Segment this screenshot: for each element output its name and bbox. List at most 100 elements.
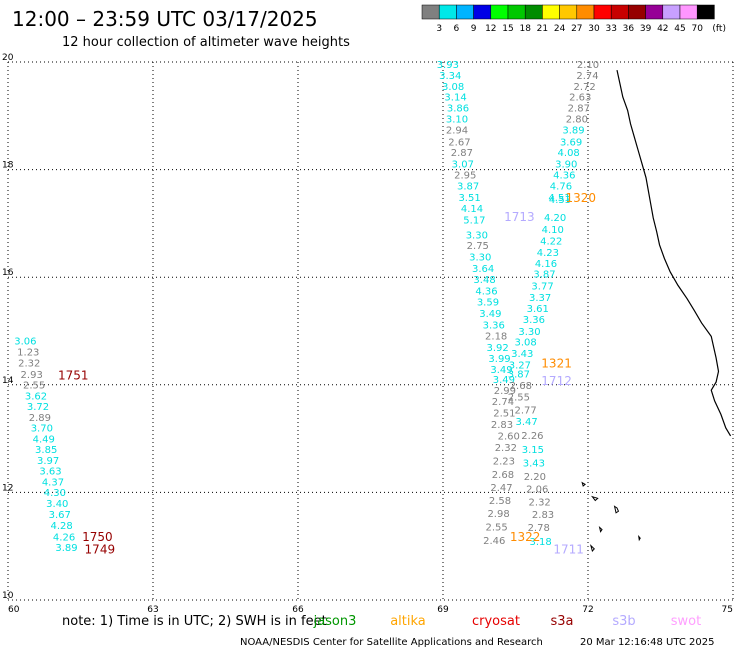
wave-height-value: 4.37 (42, 477, 64, 488)
y-tick-label: 14 (2, 376, 14, 386)
colorbar-label: 21 (537, 24, 548, 34)
x-tick-label: 66 (292, 605, 304, 615)
colorbar-swatch (559, 4, 578, 20)
colorbar-swatch (524, 4, 543, 20)
y-tick-label: 10 (2, 591, 14, 601)
wave-height-value: 3.15 (522, 445, 544, 456)
wave-height-value: 3.36 (523, 315, 545, 326)
wave-height-value: 2.89 (29, 413, 51, 424)
wave-height-value: 2.93 (21, 370, 43, 381)
colorbar-label: 3 (436, 24, 442, 34)
axis-ticks: 60 63 66 69 72 75 10 12 14 16 18 20 (2, 53, 733, 615)
x-tick-label: 75 (722, 605, 733, 615)
x-tick-label: 72 (582, 605, 593, 615)
colorbar-swatch (662, 4, 681, 20)
wave-height-value: 3.87 (533, 270, 555, 281)
y-tick-label: 12 (2, 483, 13, 493)
wave-height-value: 2.10 (577, 60, 599, 71)
wave-height-value: 3.70 (31, 424, 53, 435)
wave-height-value: 3.14 (444, 93, 466, 104)
legend-entry-s3b: s3b (612, 614, 635, 629)
wave-height-value: 3.89 (55, 543, 77, 554)
colorbar-swatch (542, 4, 560, 20)
wave-height-value: 4.23 (537, 248, 559, 259)
wave-height-value: 3.77 (531, 282, 553, 293)
wave-height-value: 3.92 (486, 343, 508, 354)
wave-height-value: 3.37 (529, 293, 551, 304)
island (589, 544, 595, 553)
y-tick-label: 16 (2, 268, 14, 278)
wave-height-value: 3.72 (27, 402, 49, 413)
wave-height-value: 2.83 (491, 420, 513, 431)
wave-height-value: 2.77 (515, 405, 537, 416)
wave-height-value: 4.14 (461, 204, 483, 215)
wave-height-value: 2.55 (508, 392, 530, 403)
wave-height-value: 3.48 (473, 275, 495, 286)
colorbar-label: 45 (674, 24, 685, 34)
wave-height-value: 2.55 (486, 523, 508, 534)
coastline-path (616, 69, 732, 437)
wave-height-value: 4.76 (550, 182, 572, 193)
footer-timestamp: 20 Mar 12:16:48 UTC 2025 (580, 637, 715, 648)
wave-height-value: 2.60 (498, 432, 520, 443)
wave-height-value: 3.59 (477, 298, 499, 309)
wave-height-value: 2.87 (568, 103, 590, 114)
colorbar-label: 36 (623, 24, 635, 34)
wave-height-value: 4.22 (540, 236, 562, 247)
colorbar-unit: (ft) (712, 24, 726, 34)
island (638, 534, 641, 542)
wave-height-value: 3.67 (49, 510, 71, 521)
island (613, 505, 620, 514)
wave-height-value: 3.87 (508, 369, 530, 380)
colorbar-swatch (576, 4, 595, 20)
pass-time-label: 1751 (58, 368, 89, 382)
colorbar-swatch (679, 4, 698, 20)
footer-credit: NOAA/NESDIS Center for Satellite Applica… (240, 637, 543, 648)
colorbar-swatch (507, 4, 526, 20)
wave-height-value: 3.07 (452, 159, 474, 170)
wave-height-value: 2.87 (451, 148, 473, 159)
wave-height-value: 5.17 (463, 215, 485, 226)
wave-height-value: 4.30 (44, 488, 66, 499)
wave-height-value: 2.32 (495, 443, 517, 454)
wave-height-value: 3.40 (46, 499, 68, 510)
wave-height-labels: 3.933.343.083.143.863.102.942.672.873.07… (14, 60, 599, 554)
legend-entry-s3a: s3a (550, 614, 573, 629)
colorbar-swatch (696, 4, 715, 20)
pass-time-label: 1711 (553, 543, 584, 557)
pass-time-label: 1749 (85, 543, 116, 557)
wave-height-value: 3.18 (530, 537, 552, 548)
colorbar-swatch (645, 4, 664, 20)
colorbar-label: 6 (454, 24, 460, 34)
wave-height-value: 3.97 (37, 456, 59, 467)
wave-height-value: 3.90 (555, 159, 577, 170)
colorbar-label: 15 (502, 24, 513, 34)
wave-height-value: 3.30 (466, 230, 488, 241)
wave-height-value: 2.83 (532, 510, 554, 521)
x-tick-label: 60 (8, 605, 20, 615)
wave-height-value: 3.64 (472, 264, 494, 275)
wave-height-value: 4.36 (475, 286, 497, 297)
wave-height-value: 3.62 (25, 391, 47, 402)
wave-height-value: 4.36 (553, 171, 575, 182)
wave-height-value: 3.36 (483, 320, 505, 331)
chart-title: 12:00 – 23:59 UTC 03/17/2025 (12, 7, 318, 31)
wave-height-value: 3.87 (457, 182, 479, 193)
wave-height-value: 3.30 (518, 327, 540, 338)
island (581, 481, 586, 487)
wave-height-value: 2.75 (467, 241, 489, 252)
wave-height-value: 2.74 (576, 71, 598, 82)
wave-height-value: 2.32 (529, 497, 551, 508)
pass-time-label: 1320 (565, 191, 596, 205)
pass-time-label: 1321 (541, 357, 572, 371)
island (591, 495, 599, 502)
wave-height-value: 3.99 (488, 354, 510, 365)
colorbar-swatch (473, 4, 492, 20)
wave-height-value: 2.06 (526, 484, 548, 495)
wave-height-value: 3.49 (490, 365, 512, 376)
wave-height-value: 3.49 (479, 309, 501, 320)
wave-height-value: 2.63 (569, 93, 591, 104)
colorbar-swatch (628, 4, 646, 20)
wave-height-value: 3.43 (523, 459, 545, 470)
